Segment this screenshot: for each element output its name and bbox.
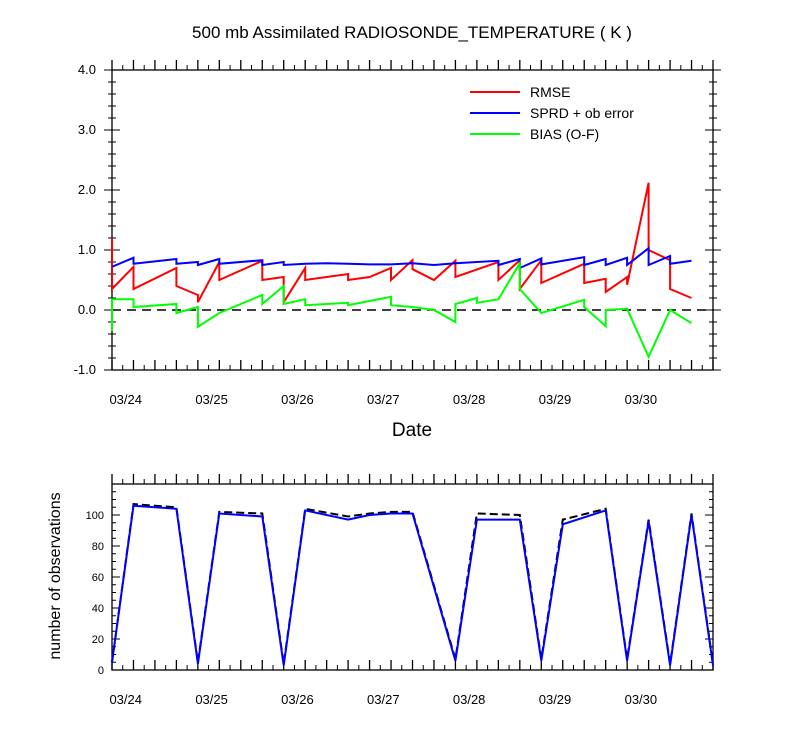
y-tick-label: 4.0	[78, 62, 96, 77]
x-tick-label: 03/28	[453, 392, 486, 407]
chart-title: 500 mb Assimilated RADIOSONDE_TEMPERATUR…	[192, 23, 632, 42]
legend-label: SPRD + ob error	[530, 105, 634, 121]
y-tick-label: 20	[92, 634, 104, 646]
y-tick-label: 0	[98, 665, 104, 677]
y-tick-label: 3.0	[78, 122, 96, 137]
x-tick-label: 03/30	[625, 392, 658, 407]
x-tick-label: 03/25	[195, 392, 228, 407]
y-tick-label: 100	[86, 510, 104, 522]
series-line-1	[111, 504, 714, 666]
x-tick-label: 03/29	[539, 392, 572, 407]
y-tick-label: 2.0	[78, 182, 96, 197]
series-line-bias-o-f	[111, 259, 693, 360]
y-tick-label: 80	[92, 541, 104, 553]
y-tick-label: 0.0	[78, 302, 96, 317]
y-tick-label: 1.0	[78, 242, 96, 257]
legend-label: RMSE	[530, 84, 570, 100]
series-line-rmse	[111, 182, 692, 306]
y-tick-label: 60	[92, 572, 104, 584]
observation-count-plot: 0 20 40 60 80 100 03/24 03/25 03/26 03/27 03/28 03/…	[86, 474, 714, 707]
x-axis-label: Date	[392, 420, 432, 441]
series-line-sprd-ob-error	[111, 246, 692, 270]
x-tick-label: 03/26	[281, 392, 314, 407]
x-tick-label: 03/30	[625, 692, 658, 707]
x-tick-label: 03/27	[367, 692, 400, 707]
legend-label: BIAS (O-F)	[530, 126, 599, 142]
x-tick-label: 03/25	[195, 692, 228, 707]
x-tick-label: 03/26	[281, 692, 314, 707]
x-tick-label: 03/24	[109, 692, 142, 707]
y-tick-label: 40	[92, 603, 104, 615]
y-tick-label: -1.0	[74, 362, 96, 377]
x-tick-label: 03/28	[453, 692, 486, 707]
x-tick-label: 03/24	[109, 392, 142, 407]
y-axis-label-observations: number of observations	[47, 492, 64, 659]
x-tick-label: 03/29	[539, 692, 572, 707]
rmse-spread-bias-plot: -1.0 0.0 1.0 2.0 3.0 4.0 03/24 03/25 03/26 03/27 0…	[74, 60, 721, 407]
x-tick-label: 03/27	[367, 392, 400, 407]
plot-frame	[111, 483, 714, 671]
